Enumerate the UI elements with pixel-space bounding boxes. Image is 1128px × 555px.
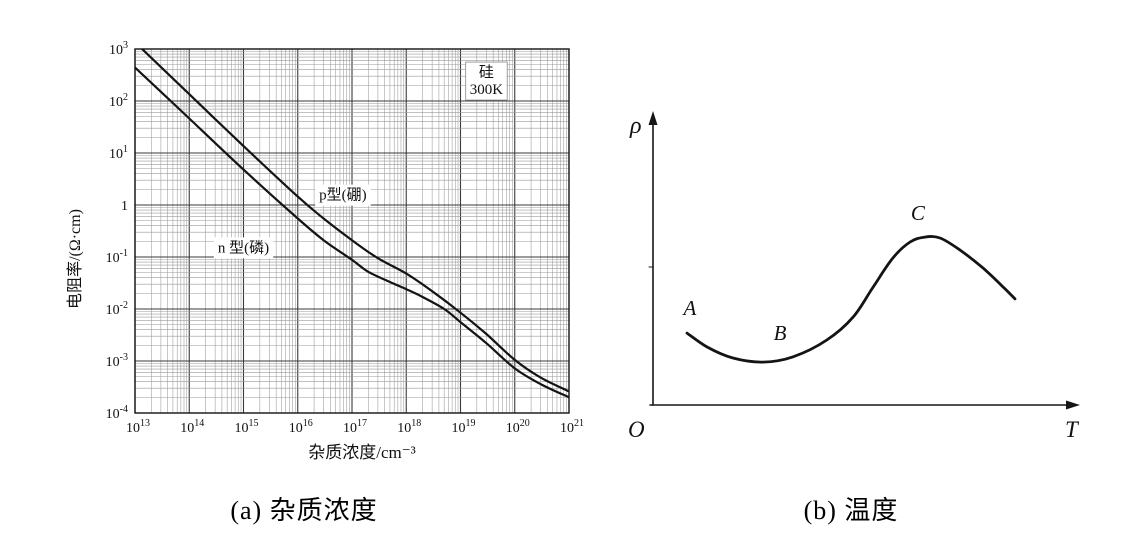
x-tick-label: 1019 xyxy=(452,418,476,436)
impurity-concentration-chart: 1013 1014 1015 1016 1017 1018 1019 1020 10211031… xyxy=(66,40,584,462)
svg-text:硅: 硅 xyxy=(479,64,494,81)
origin-label: O xyxy=(628,417,645,442)
sketch-axes xyxy=(648,118,1072,406)
label-p-type: p型(硼) xyxy=(315,184,371,206)
svg-text:n 型(磷): n 型(磷) xyxy=(218,239,269,256)
y-tick-label: 1 xyxy=(121,199,128,214)
point-label-b: B xyxy=(774,321,787,345)
y-tick-label: 10-2 xyxy=(106,300,128,318)
y-tick-label: 10-4 xyxy=(106,404,128,422)
caption-impurity-concentration: (a) 杂质浓度 xyxy=(230,496,378,525)
curve-n-type-phosphorus xyxy=(135,66,569,399)
x-tick-label: 1018 xyxy=(397,418,421,436)
label-p-type-background xyxy=(315,184,371,206)
y-tick-labels: 103 102 101 1 10-1 10-2 10-3 10-4 xyxy=(106,40,128,422)
x-tick-label: 1016 xyxy=(289,418,313,436)
label-n-type: n 型(磷) xyxy=(213,237,274,259)
x-tick-label: 1021 xyxy=(560,418,584,436)
y-axis-title: 电阻率/(Ω·cm) xyxy=(66,209,84,309)
x-axis-title: 杂质浓度/cm⁻³ xyxy=(308,443,416,462)
y-tick-label: 103 xyxy=(109,40,128,58)
y-axis-label-rho: ρ xyxy=(629,113,642,139)
curve-p-type-boron xyxy=(140,49,569,393)
x-tick-label: 1014 xyxy=(180,418,204,436)
y-tick-label: 101 xyxy=(109,144,128,162)
log-grid xyxy=(134,49,569,414)
rho-vs-temperature-curve xyxy=(685,235,1017,364)
y-axis-arrow xyxy=(648,111,658,125)
point-label-c: C xyxy=(911,201,926,225)
temperature-sketch-chart: ρ O T A B C xyxy=(628,111,1080,442)
y-tick-label: 10-1 xyxy=(106,248,128,266)
x-axis-arrow xyxy=(1066,400,1080,410)
x-tick-label: 1017 xyxy=(343,418,367,436)
resistivity-curves xyxy=(135,49,569,399)
x-tick-label: 1020 xyxy=(506,418,530,436)
label-n-type-background xyxy=(213,237,274,259)
x-tick-label: 1013 xyxy=(126,418,150,436)
svg-text:300K: 300K xyxy=(470,82,504,98)
caption-temperature: (b) 温度 xyxy=(803,496,899,525)
x-axis-label-t: T xyxy=(1065,417,1080,442)
y-tick-label: 10-3 xyxy=(106,352,128,370)
svg-text:p型(硼): p型(硼) xyxy=(319,187,367,204)
plot-frame xyxy=(134,48,570,414)
x-tick-label: 1015 xyxy=(235,418,259,436)
x-tick-labels: 1013 1014 1015 1016 1017 1018 1019 1020 1021 xyxy=(126,418,584,436)
y-tick-label: 102 xyxy=(109,92,128,110)
annotation-silicon-300k-background xyxy=(465,61,508,101)
point-label-a: A xyxy=(681,296,696,320)
